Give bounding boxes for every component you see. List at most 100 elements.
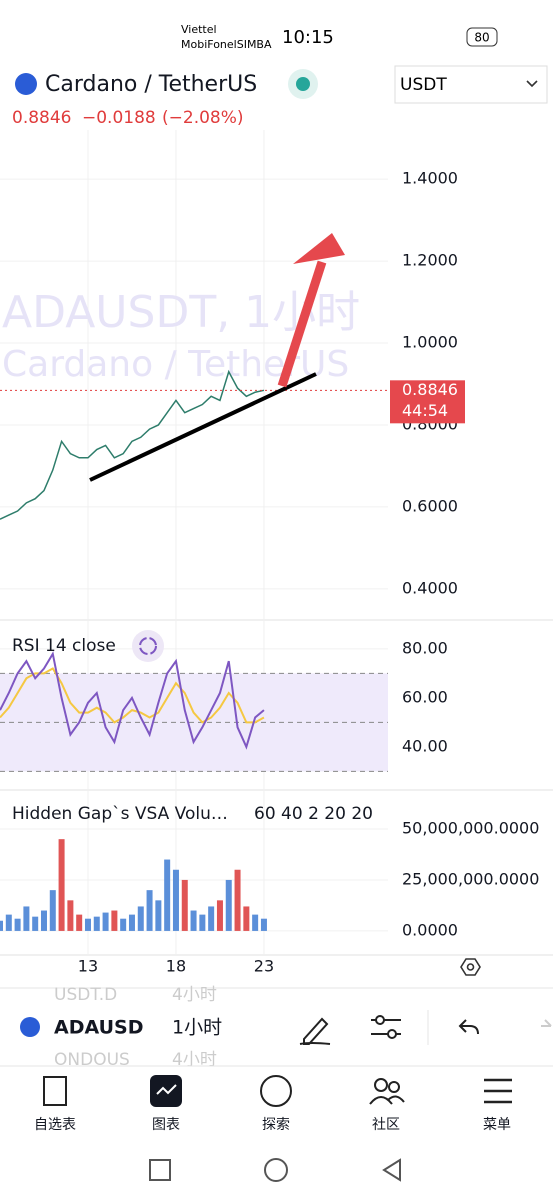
y-tick-label: 50,000,000.0000 — [402, 818, 539, 837]
x-tick-label: 18 — [166, 957, 186, 976]
volume-bar — [137, 906, 144, 931]
ghost-interval: 4小时 — [172, 985, 217, 1005]
recents-button[interactable] — [149, 1159, 171, 1181]
price-tag-value: 0.8846 — [402, 380, 458, 399]
volume-bar — [0, 920, 3, 931]
nav-label[interactable]: 菜单 — [483, 1117, 511, 1133]
redo-icon[interactable] — [541, 1019, 552, 1027]
volume-bar — [120, 918, 127, 931]
arrow-shaft — [277, 260, 327, 388]
y-tick-label: 0.6000 — [402, 496, 458, 515]
annotations — [89, 233, 345, 482]
volume-bar — [243, 906, 250, 931]
y-tick-label: 1.2000 — [402, 251, 458, 270]
nav-icon[interactable] — [43, 1076, 67, 1106]
x-tick-label: 23 — [254, 957, 274, 976]
indicators-knob — [387, 1029, 397, 1039]
y-tick-label: 40.00 — [402, 736, 448, 755]
toolbar-symbol[interactable]: ADAUSD — [54, 1017, 143, 1039]
change-pct: (−2.08%) — [162, 108, 244, 128]
coin-icon — [15, 73, 37, 95]
volume-bar — [225, 879, 232, 931]
volume-bar — [49, 890, 56, 931]
volume-bar — [155, 900, 162, 931]
volume-bar — [146, 890, 153, 931]
volume-bar — [5, 914, 12, 931]
nav-icon-glyph — [156, 1084, 177, 1095]
battery-level: 80 — [474, 31, 489, 45]
y-tick-label: 25,000,000.0000 — [402, 869, 539, 888]
back-button[interactable] — [382, 1158, 401, 1182]
nav-icon[interactable] — [260, 1075, 292, 1107]
volume-bar — [199, 914, 206, 931]
arrow-head — [293, 233, 345, 264]
pane-title: Hidden Gap`s VSA Volu… — [12, 804, 228, 824]
pane-title: RSI 14 close — [12, 636, 116, 656]
change: −0.0188 — [82, 108, 156, 128]
nav-icon[interactable] — [374, 1078, 388, 1092]
nav-icon — [369, 1095, 405, 1105]
bottom-nav: 自选表 图表 探索 社区 菜单 — [34, 1075, 512, 1133]
y-tick-label: 80.00 — [402, 638, 448, 657]
settings-icon-hole — [466, 963, 475, 971]
volume-bar — [58, 839, 65, 931]
y-tick-label: 1.4000 — [402, 169, 458, 188]
plot-area: 0.40000.60000.80001.00001.20001.4000ADAU… — [0, 130, 553, 976]
pane-icon-glyph — [139, 637, 157, 655]
volume-bar — [260, 918, 267, 931]
volume-bar — [93, 916, 100, 931]
currency-select[interactable] — [394, 65, 548, 104]
rsi-line — [0, 667, 265, 724]
volume-bar — [128, 914, 135, 931]
volume-bar — [164, 859, 171, 931]
dropdown-caret — [526, 80, 538, 88]
draw-icon[interactable] — [299, 1017, 331, 1045]
carrier: MobiFonelSIMBA — [181, 38, 272, 51]
nav-label[interactable]: 图表 — [152, 1117, 180, 1133]
y-tick-label: 60.00 — [402, 687, 448, 706]
volume-bar — [252, 914, 259, 931]
carrier: Viettel — [181, 23, 217, 36]
battery — [466, 27, 498, 47]
price: 0.8846 — [12, 108, 71, 128]
volume-bar — [208, 906, 215, 931]
toolbar: USDT.D 4小时 ONDOUS 4小时 ADAUSD 1小时 — [20, 985, 552, 1070]
symbol-title[interactable]: Cardano / TetherUS — [45, 72, 257, 97]
volume-bar — [172, 869, 179, 931]
trend-line — [89, 372, 317, 482]
nav-label[interactable]: 自选表 — [34, 1117, 76, 1133]
volume-bar — [76, 914, 83, 931]
coin-icon — [20, 1017, 40, 1037]
pane-icon — [132, 630, 164, 662]
ghost-interval: 4小时 — [172, 1050, 217, 1070]
rsi-line — [0, 651, 265, 750]
indicators-knob — [375, 1015, 385, 1025]
ghost-symbol: ONDOUS — [54, 1050, 130, 1070]
y-tick-label: 1.0000 — [402, 333, 458, 352]
nav-label[interactable]: 探索 — [262, 1116, 290, 1133]
toolbar-interval[interactable]: 1小时 — [172, 1017, 222, 1039]
home-button[interactable] — [264, 1158, 288, 1182]
pane-params: 60 40 2 20 20 — [254, 804, 373, 824]
undo-icon[interactable] — [458, 1019, 479, 1035]
volume-bar — [14, 918, 21, 931]
currency[interactable]: USDT — [400, 75, 447, 95]
ghost-symbol: USDT.D — [54, 985, 117, 1005]
y-tick-label: 0.4000 — [402, 578, 458, 597]
clock: 10:15 — [282, 27, 334, 48]
volume-bar — [190, 910, 197, 931]
nav-icon — [388, 1081, 400, 1093]
nav-label[interactable]: 社区 — [372, 1117, 400, 1133]
settings-icon[interactable] — [460, 958, 481, 976]
volume-bar — [102, 912, 109, 931]
volume-bar — [111, 910, 118, 931]
market-open-dot — [296, 77, 310, 91]
price-line — [0, 369, 265, 520]
volume-bar — [23, 906, 30, 931]
volume-bar — [40, 910, 47, 931]
status-bar: Viettel MobiFonelSIMBA 10:15 80 — [181, 23, 498, 51]
volume-bar — [32, 916, 39, 931]
price-tag — [390, 380, 465, 424]
nav-icon[interactable] — [484, 1078, 512, 1104]
